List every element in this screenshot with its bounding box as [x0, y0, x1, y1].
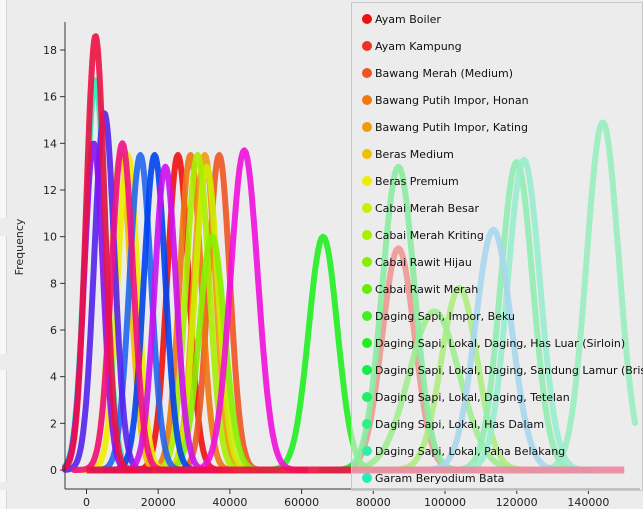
legend-item: Ayam Kampung	[362, 38, 462, 54]
legend-item: Bawang Merah (Medium)	[362, 65, 513, 81]
x-tick-label: 140000	[567, 496, 609, 509]
y-tick-label: 10	[43, 231, 57, 244]
legend-item: Ayam Boiler	[362, 11, 441, 27]
legend-item: Daging Sapi, Lokal, Paha Belakang	[362, 443, 565, 459]
legend-swatch	[362, 365, 372, 375]
y-axis-label: Frequency	[13, 218, 26, 275]
side-panel-strip	[0, 0, 7, 218]
legend-item: Daging Sapi, Lokal, Daging, Has Luar (Si…	[362, 335, 625, 351]
y-tick-label: 2	[50, 417, 57, 430]
legend-label: Bawang Putih Impor, Kating	[375, 120, 528, 134]
legend-label: Cabai Rawit Hijau	[375, 255, 472, 269]
legend-label: Garam Beryodium Bata	[375, 471, 505, 485]
y-tick-label: 14	[43, 137, 57, 150]
legend-label: Daging Sapi, Lokal, Paha Belakang	[375, 444, 566, 458]
y-tick-label: 16	[43, 91, 57, 104]
legend-swatch	[362, 392, 372, 402]
legend-label: Bawang Putih Impor, Honan	[375, 93, 529, 107]
legend-item: Cabai Merah Besar	[362, 200, 479, 216]
legend-item: Daging Sapi, Lokal, Daging, Tetelan	[362, 389, 570, 405]
legend-swatch	[362, 257, 372, 267]
series-curve	[126, 152, 230, 473]
x-tick-label: 80000	[356, 496, 391, 509]
legend-swatch	[362, 41, 372, 51]
y-tick-label: 8	[50, 277, 57, 290]
series-curve	[71, 140, 174, 473]
legend-item: Cabai Rawit Hijau	[362, 254, 472, 270]
legend-item: Beras Premium	[362, 173, 459, 189]
legend-swatch	[362, 203, 372, 213]
series-curve	[88, 152, 192, 473]
side-panel-strip	[0, 236, 7, 354]
legend-label: Daging Sapi, Lokal, Daging, Has Luar (Si…	[375, 336, 626, 350]
legend: Ayam Boiler Ayam Kampung Bawang Merah (Med…	[351, 2, 643, 491]
series-curve	[143, 152, 253, 473]
legend-item: Daging Sapi, Lokal, Has Dalam	[362, 416, 544, 432]
legend-item: Garam Beryodium Bata	[362, 470, 504, 486]
legend-label: Ayam Kampung	[375, 39, 462, 53]
x-tick-label: 60000	[284, 496, 319, 509]
legend-swatch	[362, 419, 372, 429]
legend-item: Bawang Putih Impor, Honan	[362, 92, 529, 108]
legend-item: Cabai Rawit Merah	[362, 281, 478, 297]
legend-label: Daging Sapi, Lokal, Daging, Sandung Lamu…	[375, 363, 643, 377]
legend-label: Ayam Boiler	[375, 12, 441, 26]
legend-swatch	[362, 95, 372, 105]
legend-label: Daging Sapi, Lokal, Daging, Tetelan	[375, 390, 570, 404]
legend-label: Beras Medium	[375, 147, 454, 161]
x-tick-label: 40000	[212, 496, 247, 509]
legend-item: Cabai Merah Kriting	[362, 227, 484, 243]
legend-swatch	[362, 284, 372, 294]
legend-swatch	[362, 446, 372, 456]
legend-label: Beras Premium	[375, 174, 459, 188]
x-tick-label: 0	[83, 496, 90, 509]
legend-swatch	[362, 338, 372, 348]
legend-swatch	[362, 122, 372, 132]
y-tick-label: 0	[50, 464, 57, 477]
legend-swatch	[362, 311, 372, 321]
side-panel-strip	[0, 490, 7, 509]
y-tick-label: 6	[50, 324, 57, 337]
legend-label: Cabai Merah Besar	[375, 201, 479, 215]
legend-swatch	[362, 176, 372, 186]
side-panel-strip	[0, 370, 7, 482]
legend-label: Bawang Merah (Medium)	[375, 66, 514, 80]
legend-swatch	[362, 230, 372, 240]
legend-item: Bawang Putih Impor, Kating	[362, 119, 528, 135]
legend-label: Cabai Merah Kriting	[375, 228, 484, 242]
y-tick-label: 4	[50, 371, 57, 384]
legend-label: Cabai Rawit Merah	[375, 282, 479, 296]
legend-item: Daging Sapi, Impor, Beku	[362, 308, 515, 324]
legend-swatch	[362, 149, 372, 159]
x-tick-label: 100000	[424, 496, 466, 509]
x-tick-label: 120000	[496, 496, 538, 509]
series-curve	[179, 147, 309, 473]
x-tick-label: 20000	[141, 496, 176, 509]
legend-swatch	[362, 14, 372, 24]
legend-label: Daging Sapi, Impor, Beku	[375, 309, 515, 323]
y-tick-label: 12	[43, 184, 57, 197]
legend-swatch	[362, 68, 372, 78]
legend-item: Beras Medium	[362, 146, 454, 162]
y-tick-label: 18	[43, 44, 57, 57]
legend-swatch	[362, 473, 372, 483]
legend-item: Daging Sapi, Lokal, Daging, Sandung Lamu…	[362, 362, 643, 378]
legend-label: Daging Sapi, Lokal, Has Dalam	[375, 417, 545, 431]
